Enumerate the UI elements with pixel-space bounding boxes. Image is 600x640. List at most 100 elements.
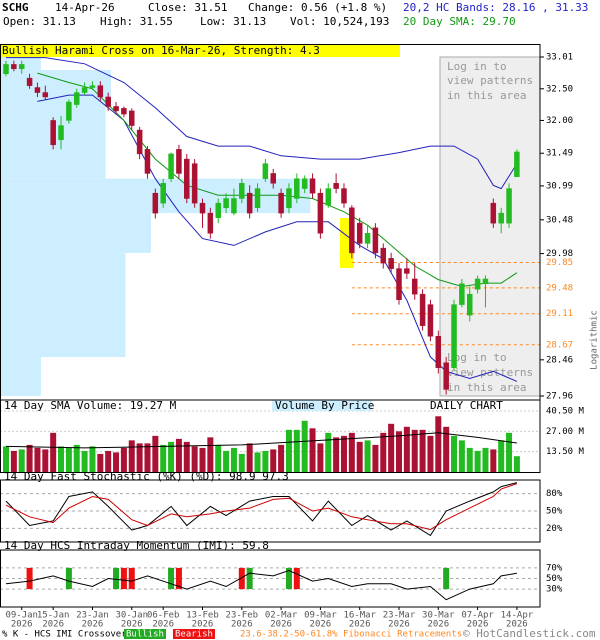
y-tick-label: 13.50 M (546, 447, 585, 457)
volume-bar (293, 429, 300, 472)
y-tick-label: 30.99 (546, 181, 573, 191)
x-tick-label: 30-Mar (422, 611, 455, 621)
x-tick-label: 14-Apr (501, 611, 534, 621)
x-tick-label: 13-Feb (186, 611, 219, 621)
volume-bar (490, 449, 497, 472)
volume-bar (97, 453, 104, 472)
volume-bar (458, 440, 465, 472)
x-tick-year: 2026 (388, 620, 410, 630)
candle-body (325, 188, 332, 206)
candle-body (490, 202, 497, 224)
candle-body (34, 87, 41, 93)
volume-bar (34, 447, 41, 472)
candle-body (121, 108, 127, 115)
fib-label: 29.11 (546, 309, 573, 319)
x-tick-label: 07-Apr (461, 611, 494, 621)
volume-bar (435, 416, 442, 472)
frame (0, 549, 541, 608)
candle-body (356, 222, 363, 244)
volume-sma (5, 432, 517, 449)
candle-body (262, 163, 269, 179)
x-tick-year: 2026 (231, 620, 253, 630)
candle-body (113, 106, 119, 112)
volume-bar (348, 432, 355, 472)
candle-body (73, 92, 80, 105)
volume-bar (451, 435, 458, 472)
volume-bar (65, 447, 72, 472)
y-tick-label: 40.50 M (546, 407, 585, 417)
candle-body (270, 173, 276, 184)
volume-bar (340, 435, 347, 472)
volume-bar (443, 426, 450, 472)
volume-bar (254, 452, 261, 472)
candle-body (317, 192, 324, 234)
candle-body (11, 64, 17, 70)
close: Close: 31.51 (148, 1, 227, 14)
fib-label: 29.85 (546, 258, 573, 268)
panel-title: 14 Day Fast Stochastic (%K) (%D): 98.9 9… (4, 470, 289, 483)
y-tick-label: 32.00 (546, 116, 573, 126)
volume-bar (136, 443, 143, 472)
vbp-bar (1, 213, 151, 253)
x-tick-year: 2026 (82, 620, 104, 630)
volume-bar (482, 447, 489, 472)
login-note: Log in to (447, 351, 507, 364)
candle-body (435, 336, 442, 368)
candle-body (451, 304, 457, 368)
bearish-marker (238, 567, 245, 590)
volume-bar (168, 441, 175, 472)
y-tick-label: 29.98 (546, 249, 573, 259)
volume-bar (513, 456, 520, 472)
bullish-marker (113, 567, 120, 590)
bearish-swatch (173, 629, 215, 639)
y-tick-label: 32.50 (546, 84, 573, 94)
x-tick-label: 06-Feb (147, 611, 180, 621)
change: Change: 0.56 (+1.8 %) (248, 1, 387, 14)
x-tick-year: 2026 (152, 620, 174, 630)
volume-bar (333, 437, 340, 472)
candle-body (459, 283, 465, 305)
oscillator-line (5, 482, 518, 537)
x-tick-year: 2026 (349, 620, 371, 630)
y-tick-label: 70% (546, 563, 563, 573)
volume-bar (128, 440, 135, 472)
volume-bar (278, 444, 285, 472)
candle-body (349, 207, 355, 254)
candle-body (191, 163, 198, 204)
candle-body (89, 85, 96, 88)
volume: Vol: 10,524,193 (290, 15, 389, 28)
low: Low: 31.13 (200, 15, 266, 28)
volume-bar (238, 453, 245, 472)
candle-body (81, 87, 88, 93)
footer-bullish: Bullish (126, 630, 164, 640)
x-tick-label: 16-Mar (343, 611, 376, 621)
pattern-label: Bullish Harami Cross on 16-Mar-26, Stren… (2, 44, 320, 57)
x-tick-label: 15-Jan (37, 611, 70, 621)
volume-bar (10, 450, 17, 472)
x-tick-year: 2026 (270, 620, 292, 630)
candle-body (58, 125, 64, 140)
volume-bar (506, 432, 513, 472)
volume-bar (160, 444, 167, 472)
date: 14-Apr-26 (55, 1, 115, 14)
volume-bar (466, 447, 473, 472)
candle-body (411, 278, 418, 295)
bullish-marker (285, 567, 292, 590)
bullish-marker (65, 567, 72, 590)
footer-crossover: % K - HCS IMI Crossover, (2, 630, 132, 640)
login-note: in this area (447, 89, 526, 102)
vbp-label-bg (272, 400, 372, 411)
candle-body (3, 64, 9, 75)
oscillator-line (5, 483, 518, 531)
volume-bar (89, 446, 96, 472)
login-note: view patterns (447, 74, 533, 87)
bearish-marker (175, 567, 182, 590)
bullish-marker (168, 567, 175, 590)
candle-body (514, 151, 520, 177)
candle-body (341, 188, 347, 204)
candle-body (294, 178, 300, 199)
volume-bar (152, 435, 159, 472)
open: Open: 31.13 (3, 15, 76, 28)
